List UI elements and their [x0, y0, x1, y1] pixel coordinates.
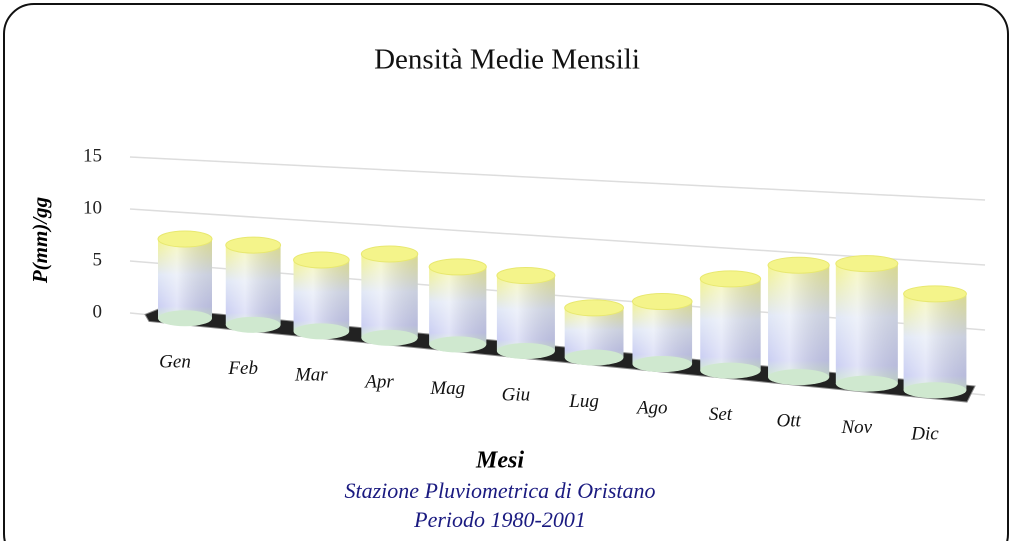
cylinder-base — [768, 369, 830, 386]
x-tick-label: Ago — [635, 397, 668, 418]
cylinder-base — [496, 342, 555, 359]
cylinder-top — [157, 230, 213, 248]
cylinder-shade — [158, 239, 212, 319]
cylinder-base — [158, 310, 212, 327]
bar — [835, 255, 899, 392]
x-tick-label: Feb — [227, 358, 258, 379]
bar — [699, 270, 762, 379]
bar — [767, 256, 830, 386]
cylinder-base — [293, 323, 350, 340]
cylinder-shade — [293, 259, 350, 332]
x-tick-label: Mar — [294, 365, 328, 386]
bar — [225, 236, 282, 333]
cylinder-top — [835, 255, 899, 273]
y-tick-label: 15 — [83, 145, 102, 166]
cylinder-top — [360, 245, 419, 263]
cylinder-base — [903, 382, 967, 399]
y-tick-label: 5 — [93, 249, 103, 270]
bar — [360, 245, 419, 346]
cylinder-top — [225, 236, 282, 254]
cylinder-base — [700, 362, 761, 379]
subtitle: Stazione Pluviometrica di Oristano — [344, 478, 655, 503]
cylinder-shade — [429, 266, 487, 345]
cylinder-shade — [700, 278, 761, 371]
cylinder-shade — [632, 301, 693, 365]
cylinder-base — [564, 349, 624, 366]
subtitle: Periodo 1980-2001 — [413, 507, 586, 532]
x-tick-label: Dic — [910, 424, 939, 445]
cylinder-base — [361, 329, 418, 346]
x-tick-label: Lug — [568, 391, 599, 412]
floor — [144, 307, 976, 403]
y-tick-label: 0 — [93, 301, 103, 322]
cylinder-base — [632, 356, 693, 373]
y-axis-label: P(mm)/gg — [28, 197, 52, 284]
bar — [631, 293, 693, 373]
cylinder-top — [496, 267, 556, 285]
grid-line — [129, 208, 986, 266]
x-tick-label: Gen — [159, 352, 191, 373]
cylinder-shade — [835, 263, 898, 384]
cylinder-top — [631, 293, 693, 311]
x-tick-label: Ott — [776, 410, 801, 431]
x-axis-label: Mesi — [475, 448, 524, 474]
cylinder-top — [293, 251, 350, 269]
bar — [564, 299, 624, 366]
cylinder-top — [767, 256, 830, 274]
chart-title: Densità Medie Mensili — [374, 44, 640, 76]
cylinder-shade — [903, 293, 967, 391]
cylinder-shade — [361, 253, 418, 338]
cylinder-top — [699, 270, 762, 288]
x-tick-label: Apr — [363, 371, 394, 392]
x-tick-label: Mag — [429, 378, 465, 399]
cylinder-shade — [496, 275, 555, 351]
x-tick-label: Nov — [841, 417, 873, 438]
cylinder-base — [225, 316, 281, 333]
bar — [157, 230, 213, 327]
cylinder-base — [835, 375, 898, 392]
cylinder-shade — [768, 265, 830, 378]
bar — [428, 258, 487, 353]
cylinder-top — [564, 299, 624, 317]
cylinder-shade — [225, 245, 281, 325]
cylinder-top — [428, 258, 487, 276]
cylinder-base — [429, 336, 487, 353]
y-tick-label: 10 — [83, 197, 102, 218]
cylinder-top — [903, 285, 967, 303]
grid-line — [129, 156, 986, 201]
bar — [903, 285, 967, 399]
x-tick-label: Set — [709, 404, 733, 425]
x-tick-label: Giu — [502, 384, 531, 405]
bar — [293, 251, 350, 340]
bar — [496, 267, 556, 359]
